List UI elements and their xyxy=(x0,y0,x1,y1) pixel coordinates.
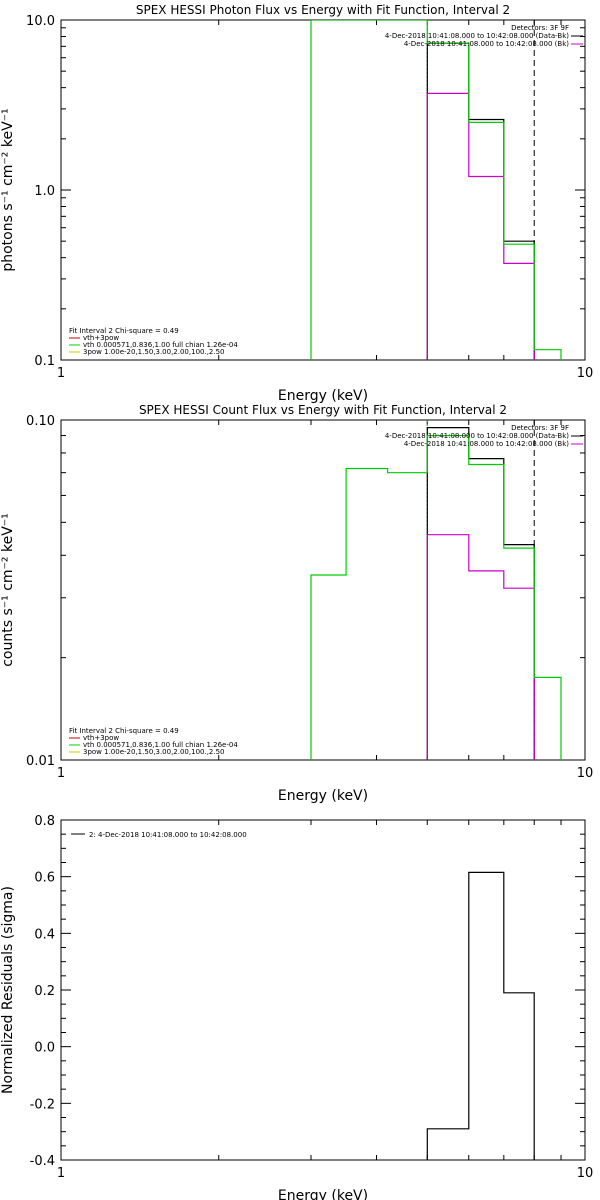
x-tick-label: 1 xyxy=(57,766,65,781)
legend-entry-text: 2: 4-Dec-2018 10:41:08.000 to 10:42:08.0… xyxy=(89,831,247,839)
plot-data xyxy=(426,871,535,1160)
fit-legend-title: Fit Interval 2 Chi-square = 0.49 xyxy=(69,327,179,335)
x-ticks xyxy=(60,420,586,760)
fit-legend: Fit Interval 2 Chi-square = 0.49vth+3pow… xyxy=(69,727,238,756)
y-ticks xyxy=(61,819,585,1161)
chart-title: SPEX HESSI Count Flux vs Energy with Fit… xyxy=(139,403,507,417)
y-ticks xyxy=(61,419,585,761)
y-ticks xyxy=(61,19,585,361)
plot-data xyxy=(310,20,562,360)
y-tick-label: 1.0 xyxy=(34,184,55,199)
y-tick-label: 10.0 xyxy=(26,14,55,29)
series-1-step-line xyxy=(426,427,535,760)
fit-legend-entry-text: vth 0.000571,0.836,1.00 full chian 1.26e… xyxy=(83,741,238,749)
x-axis-label: Energy (keV) xyxy=(278,788,368,804)
y-tick-label: 0.6 xyxy=(34,871,55,886)
legend: 2: 4-Dec-2018 10:41:08.000 to 10:42:08.0… xyxy=(71,831,247,839)
fit-legend-entry-text: 3pow 1.00e-20,1.50,3.00,2.00,100.,2.50 xyxy=(83,748,225,756)
plot-data xyxy=(310,420,562,760)
chart-panel-1: SPEX HESSI Photon Flux vs Energy with Fi… xyxy=(0,3,593,404)
y-tick-label: 0.8 xyxy=(34,814,55,829)
y-tick-label: -0.2 xyxy=(30,1097,55,1112)
y-tick-label: 0.1 xyxy=(34,354,55,369)
y-tick-label: 0.2 xyxy=(34,984,55,999)
x-tick-label: 10 xyxy=(577,1166,594,1181)
legend-title: Detectors: 3F 9F xyxy=(511,424,569,432)
x-ticks xyxy=(60,820,586,1160)
series-2-step-line xyxy=(426,92,535,360)
legend-entry-text: 4-Dec-2018 10:41:08.000 to 10:42:08.000 … xyxy=(404,40,569,48)
chart-title: SPEX HESSI Photon Flux vs Energy with Fi… xyxy=(136,3,510,17)
y-tick-label: 0.4 xyxy=(34,927,55,942)
series-1-step-line xyxy=(426,42,535,360)
legend-entry-text: 4-Dec-2018 10:41:08.000 to 10:42:08.000 … xyxy=(404,440,569,448)
fit-legend-entry-text: 3pow 1.00e-20,1.50,3.00,2.00,100.,2.50 xyxy=(83,348,225,356)
y-tick-label: -0.4 xyxy=(30,1154,55,1169)
chart-panel-3: 1 10 Energy (keV) -0.4 -0.2 0.0 0.2 0.4 0.6 0.8 No… xyxy=(0,814,593,1200)
plot-frame xyxy=(60,19,586,361)
series-2-step-line xyxy=(426,534,535,760)
fit-legend-entry-text: vth+3pow xyxy=(83,734,119,742)
plot-frame xyxy=(60,419,586,761)
x-tick-label: 10 xyxy=(577,366,594,381)
y-tick-label: 0.01 xyxy=(26,754,55,769)
x-axis-label: Energy (keV) xyxy=(278,1188,368,1200)
x-tick-label: 10 xyxy=(577,766,594,781)
y-tick-label: 0.10 xyxy=(26,414,55,429)
legend-title: Detectors: 3F 9F xyxy=(511,24,569,32)
y-axis-label: counts s⁻¹ cm⁻² keV⁻¹ xyxy=(0,513,16,667)
legend: Detectors: 3F 9F4-Dec-2018 10:41:08.000 … xyxy=(385,24,583,48)
chart-panel-2: SPEX HESSI Count Flux vs Energy with Fit… xyxy=(0,403,593,804)
legend: Detectors: 3F 9F4-Dec-2018 10:41:08.000 … xyxy=(385,424,583,448)
y-axis-label: photons s⁻¹ cm⁻² keV⁻¹ xyxy=(0,108,16,271)
fit-legend-title: Fit Interval 2 Chi-square = 0.49 xyxy=(69,727,179,735)
legend-entry-text: 4-Dec-2018 10:41:08.000 to 10:42:08.000 … xyxy=(385,432,569,440)
x-ticks xyxy=(60,20,586,360)
fit-legend-entry-text: vth 0.000571,0.836,1.00 full chian 1.26e… xyxy=(83,341,238,349)
series-3-step-line xyxy=(310,435,562,760)
x-axis-label: Energy (keV) xyxy=(278,388,368,404)
y-axis-label: Normalized Residuals (sigma) xyxy=(0,886,16,1094)
series-3-step-line xyxy=(310,20,562,360)
y-tick-label: 0.0 xyxy=(34,1041,55,1056)
fit-legend: Fit Interval 2 Chi-square = 0.49vth+3pow… xyxy=(69,327,238,356)
legend-entry-text: 4-Dec-2018 10:41:08.000 to 10:42:08.000 … xyxy=(385,32,569,40)
series-1-step-line xyxy=(426,871,535,1160)
plot-frame xyxy=(60,819,586,1161)
fit-legend-entry-text: vth+3pow xyxy=(83,334,119,342)
x-tick-label: 1 xyxy=(57,1166,65,1181)
x-tick-label: 1 xyxy=(57,366,65,381)
